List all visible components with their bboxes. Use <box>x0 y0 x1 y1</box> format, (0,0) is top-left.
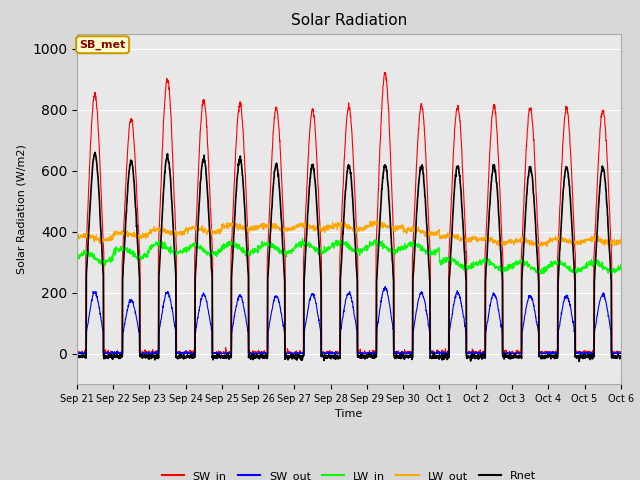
SW_in <box>381 70 389 75</box>
SW_in <box>225 351 232 357</box>
Rnet <box>507 353 515 359</box>
SW_out <box>365 350 372 356</box>
LW_in <box>608 271 616 277</box>
SW_in <box>365 350 372 356</box>
LW_out <box>73 235 81 240</box>
SW_in <box>73 351 81 357</box>
SW_in <box>508 350 515 356</box>
LW_in <box>376 240 384 246</box>
SW_out <box>508 351 515 357</box>
Rnet <box>617 354 625 360</box>
Line: SW_out: SW_out <box>77 287 621 354</box>
X-axis label: Time: Time <box>335 409 362 419</box>
Rnet <box>569 241 577 247</box>
Rnet <box>365 353 372 359</box>
Line: Rnet: Rnet <box>77 153 621 361</box>
Rnet <box>73 353 81 359</box>
LW_in <box>507 264 515 270</box>
LW_in <box>365 243 372 249</box>
LW_out <box>225 222 232 228</box>
Line: SW_in: SW_in <box>77 72 621 354</box>
Rnet <box>92 150 99 156</box>
SW_out <box>225 351 232 357</box>
LW_in <box>569 270 577 276</box>
SW_in <box>570 204 577 210</box>
Line: LW_out: LW_out <box>77 221 621 247</box>
Rnet <box>575 359 583 364</box>
LW_out <box>371 218 378 224</box>
SW_in <box>584 351 592 357</box>
SW_out <box>376 302 384 308</box>
LW_in <box>299 235 307 241</box>
LW_in <box>73 255 81 261</box>
Title: Solar Radiation: Solar Radiation <box>291 13 407 28</box>
LW_in <box>225 240 232 246</box>
LW_out <box>376 220 384 226</box>
SW_in <box>376 135 384 141</box>
SW_out <box>74 351 81 357</box>
SW_out <box>584 351 592 357</box>
Line: LW_in: LW_in <box>77 238 621 274</box>
LW_out <box>365 223 372 228</box>
SW_in <box>617 350 625 356</box>
LW_in <box>617 262 625 267</box>
SW_out <box>617 350 625 356</box>
Rnet <box>584 355 592 360</box>
SW_out <box>73 350 81 356</box>
Text: SB_met: SB_met <box>79 40 126 50</box>
SW_in <box>73 350 81 356</box>
LW_out <box>584 236 592 242</box>
SW_out <box>381 284 389 289</box>
SW_out <box>570 320 577 326</box>
Rnet <box>225 356 232 362</box>
LW_out <box>570 241 577 247</box>
Rnet <box>376 209 384 215</box>
Y-axis label: Solar Radiation (W/m2): Solar Radiation (W/m2) <box>17 144 26 274</box>
LW_in <box>584 262 592 267</box>
LW_out <box>535 244 543 250</box>
LW_out <box>617 235 625 241</box>
LW_out <box>507 240 515 246</box>
Legend: SW_in, SW_out, LW_in, LW_out, Rnet: SW_in, SW_out, LW_in, LW_out, Rnet <box>157 467 540 480</box>
